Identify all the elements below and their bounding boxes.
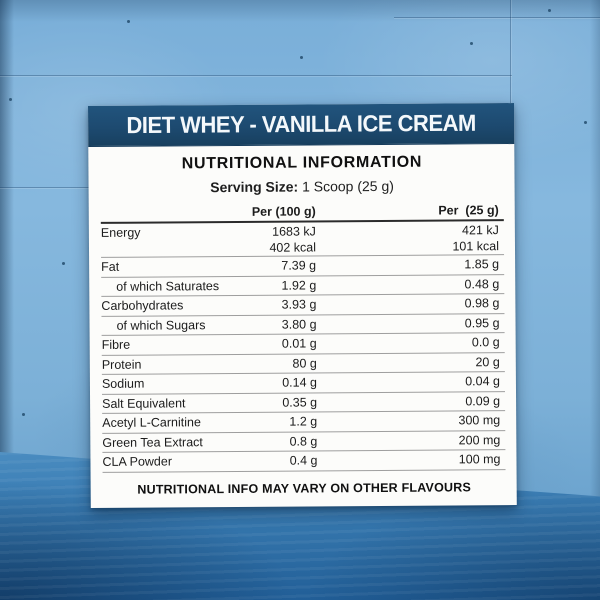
serving-size-value: 1 Scoop (25 g)	[301, 177, 394, 195]
wall-seam	[394, 17, 600, 18]
energy-kcal-per-25g: 101 kcal	[452, 238, 500, 253]
table-header-per-25g: Per (25 g)	[438, 203, 499, 218]
wall-speck	[300, 56, 303, 59]
wall-speck	[22, 413, 25, 416]
energy-kj-per-100g: 1683 kJ	[272, 223, 316, 239]
product-title-bar: DIET WHEY - VANILLA ICE CREAM	[88, 103, 515, 147]
label-body: NUTRITIONAL INFORMATION Serving Size: 1 …	[88, 144, 517, 507]
wall-speck	[548, 9, 551, 12]
wall-speck	[584, 121, 587, 124]
table-header-blank	[101, 212, 223, 213]
wall-speck	[470, 42, 473, 45]
serving-size-label: Serving Size:	[210, 178, 299, 196]
footnote: NUTRITIONAL INFO MAY VARY ON OTHER FLAVO…	[137, 479, 472, 497]
serving-size-line: Serving Size: 1 Scoop (25 g)	[101, 177, 504, 196]
wall-seam	[0, 75, 512, 76]
nutrition-label-card: DIET WHEY - VANILLA ICE CREAM NUTRITIONA…	[88, 103, 517, 508]
energy-kcal-per-100g: 402 kcal	[269, 239, 317, 255]
table-header-row: Per (100 g) Per (25 g)	[100, 201, 504, 224]
section-title: NUTRITIONAL INFORMATION	[181, 153, 423, 173]
table-header-per-100g: Per (100 g)	[251, 204, 316, 219]
wall-seam	[0, 187, 90, 188]
table-row-cla-powder: CLA Powder 0.4 g 100 mg	[102, 450, 506, 473]
energy-kj-per-25g: 421 kJ	[461, 222, 499, 237]
nutrition-table: Per (100 g) Per (25 g) Energy 1683 kJ 40…	[100, 201, 506, 473]
wall-speck	[9, 98, 12, 101]
wall-speck	[127, 20, 130, 23]
product-title: DIET WHEY - VANILLA ICE CREAM	[126, 109, 476, 139]
wall-speck	[62, 262, 65, 265]
table-row-energy: Energy 1683 kJ 402 kcal 421 kJ 101 kcal	[100, 221, 505, 258]
